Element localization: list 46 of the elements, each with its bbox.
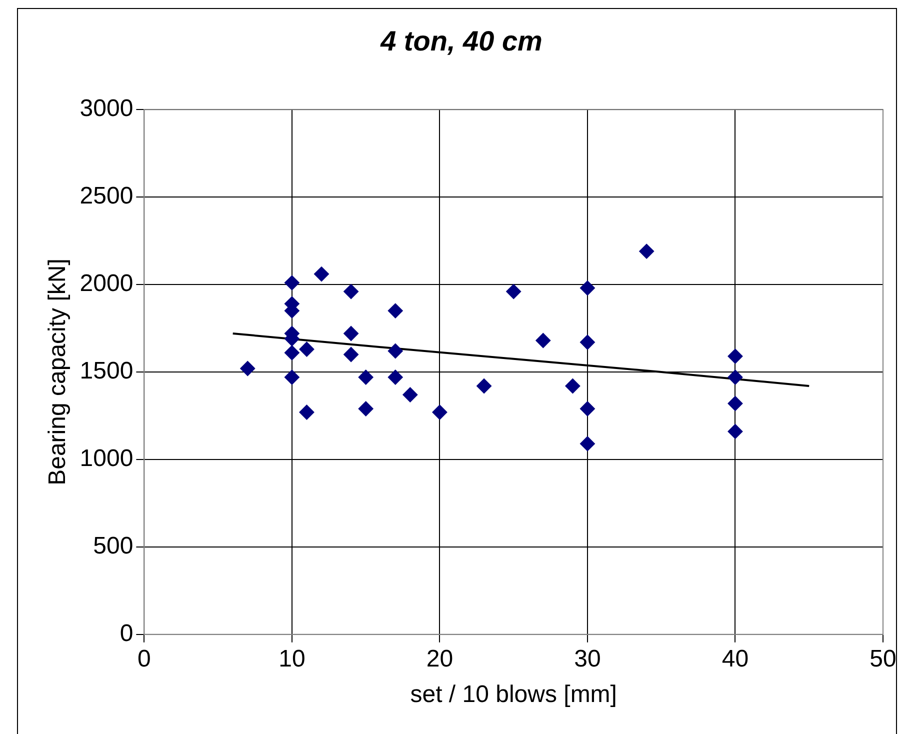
point bbox=[580, 401, 595, 416]
point bbox=[299, 342, 314, 357]
x-tick-label: 40 bbox=[722, 645, 749, 672]
point bbox=[388, 344, 403, 359]
point bbox=[476, 378, 492, 394]
y-tick-label: 500 bbox=[93, 532, 134, 560]
y-axis-title: Bearing capacity [kN] bbox=[44, 258, 72, 486]
point bbox=[284, 275, 300, 290]
y-tick-label: 2000 bbox=[80, 270, 134, 298]
point bbox=[388, 303, 403, 318]
point bbox=[284, 370, 300, 385]
point bbox=[240, 361, 256, 376]
y-tick-label: 1000 bbox=[80, 445, 134, 472]
x-tick-label: 30 bbox=[574, 645, 601, 672]
point bbox=[728, 396, 743, 411]
point bbox=[344, 284, 359, 300]
point bbox=[728, 424, 743, 439]
y-tick-label: 2500 bbox=[80, 182, 134, 210]
x-tick-label: 50 bbox=[870, 645, 896, 672]
x-tick-label: 0 bbox=[138, 645, 151, 672]
point bbox=[344, 347, 359, 362]
point bbox=[580, 280, 595, 296]
point bbox=[565, 378, 580, 394]
point bbox=[358, 401, 374, 416]
x-axis-title: set / 10 blows [mm] bbox=[410, 681, 617, 708]
point bbox=[536, 333, 551, 348]
point bbox=[388, 370, 403, 385]
x-tick-label: 10 bbox=[278, 645, 306, 672]
y-tick-label: 1500 bbox=[80, 358, 134, 385]
point bbox=[639, 244, 654, 259]
point bbox=[506, 284, 522, 300]
point bbox=[580, 436, 595, 452]
y-tick-label: 3000 bbox=[80, 95, 134, 122]
point bbox=[344, 326, 359, 342]
point bbox=[358, 370, 374, 385]
point bbox=[402, 387, 418, 402]
x-tick-label: 20 bbox=[426, 645, 454, 672]
y-tick-label: 0 bbox=[120, 620, 134, 648]
point bbox=[728, 370, 743, 385]
chart-title: 4 ton, 40 cm bbox=[380, 26, 542, 57]
point bbox=[314, 266, 330, 282]
point bbox=[728, 348, 743, 364]
point bbox=[580, 334, 595, 350]
point bbox=[299, 404, 314, 420]
point bbox=[432, 404, 448, 420]
point bbox=[284, 345, 300, 360]
